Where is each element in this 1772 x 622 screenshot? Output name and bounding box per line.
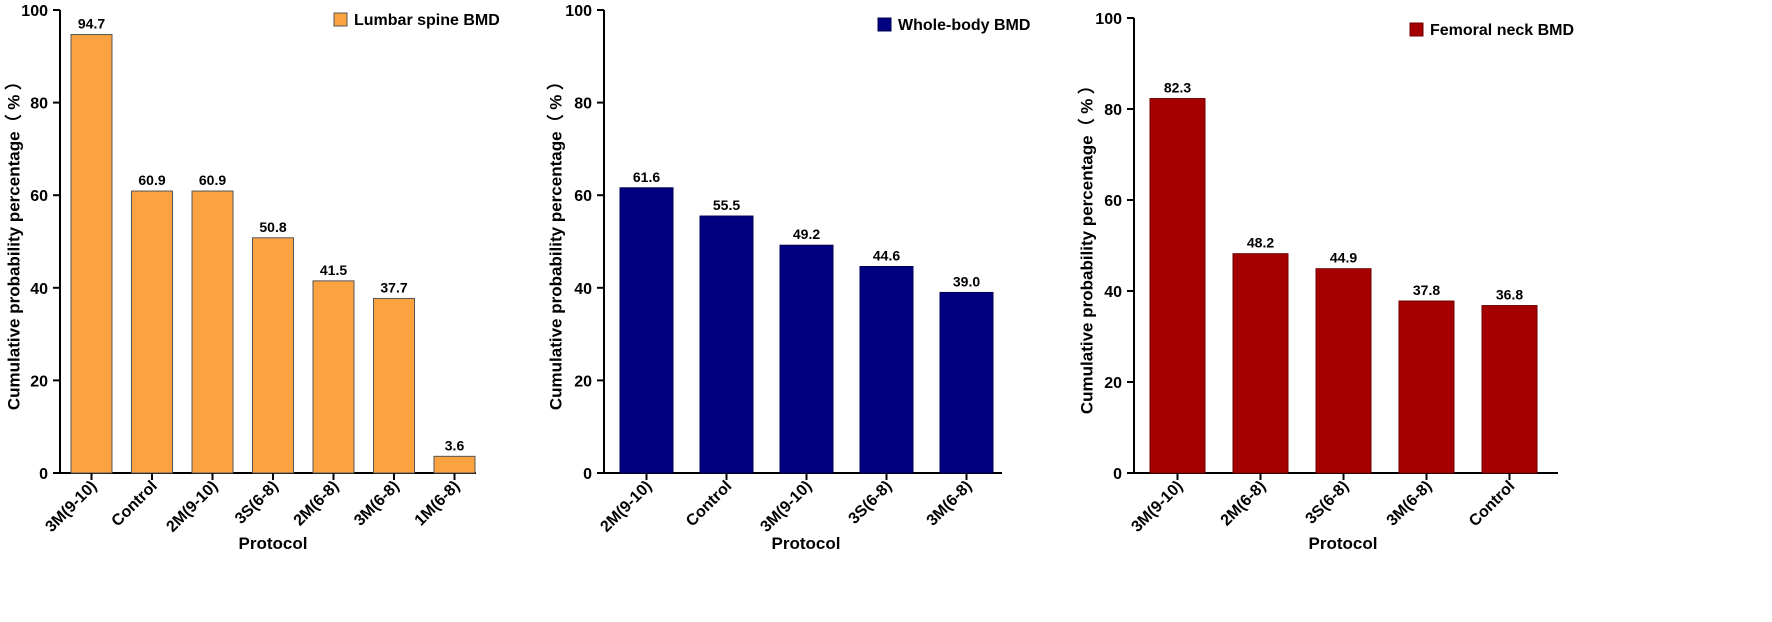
y-tick-label: 40 — [574, 281, 592, 298]
legend-swatch — [333, 12, 348, 27]
data-label: 44.6 — [873, 248, 900, 264]
y-tick-label: 100 — [1095, 11, 1122, 28]
y-tick-label: 20 — [30, 373, 48, 390]
y-tick-label: 80 — [1104, 102, 1122, 119]
data-label: 41.5 — [320, 262, 347, 278]
y-axis-title: Cumulative probability percentage（ % ） — [1077, 77, 1097, 414]
bar — [859, 266, 914, 474]
data-label: 82.3 — [1164, 80, 1191, 96]
y-tick-label: 60 — [574, 188, 592, 205]
legend: Lumbar spine BMD — [333, 12, 500, 29]
bar — [939, 291, 994, 474]
x-tick-label: Control — [683, 478, 735, 530]
data-label: 49.2 — [793, 226, 820, 242]
x-axis-title: Protocol — [1309, 534, 1378, 553]
y-axis-title: Cumulative probability percentage（ % ） — [546, 73, 566, 410]
bar — [373, 297, 415, 474]
data-label: 60.9 — [138, 172, 165, 188]
x-tick-label: Control — [109, 478, 161, 530]
y-tick-label: 100 — [565, 3, 592, 20]
bar — [312, 280, 355, 474]
data-label: 3.6 — [445, 437, 465, 453]
legend-label: Whole-body BMD — [898, 17, 1030, 34]
x-axis-title: Protocol — [772, 534, 841, 553]
y-tick-label: 60 — [1104, 193, 1122, 210]
data-label: 50.8 — [259, 219, 286, 235]
bar — [191, 190, 234, 474]
bar — [433, 455, 476, 474]
bar — [1149, 98, 1206, 474]
bar — [619, 187, 674, 474]
x-tick-label: 3S(6-8) — [232, 478, 282, 528]
x-tick-label: 3M(6-8) — [924, 478, 976, 530]
y-tick-label: 20 — [574, 373, 592, 390]
y-tick-label: 80 — [30, 96, 48, 113]
x-tick-label: Control — [1466, 478, 1518, 530]
bar — [70, 34, 113, 474]
data-label: 61.6 — [633, 169, 660, 185]
bar — [779, 244, 834, 474]
x-tick-label: 3S(6-8) — [846, 478, 896, 528]
x-tick-label: 2M(6-8) — [291, 478, 343, 530]
y-tick-label: 0 — [1113, 466, 1122, 483]
data-label: 60.9 — [199, 172, 226, 188]
x-tick-label: 2M(6-8) — [1218, 478, 1270, 530]
chart-panel-2: 0 20 40 60 80 100 61.6 2M(9-10) 55.5 Control 49.2 3… — [546, 3, 1031, 553]
x-tick-label: 3M(9-10) — [757, 478, 815, 536]
bar — [131, 190, 173, 474]
bar — [252, 237, 294, 474]
data-label: 55.5 — [713, 197, 740, 213]
data-label: 36.8 — [1496, 287, 1523, 303]
bar — [1232, 253, 1289, 474]
x-tick-label: 1M(6-8) — [412, 478, 464, 530]
y-tick-label: 20 — [1104, 375, 1122, 392]
data-label: 94.7 — [78, 16, 105, 32]
y-tick-label: 0 — [583, 466, 592, 483]
legend: Whole-body BMD — [877, 17, 1030, 34]
chart-panel-1: 0 20 40 60 80 100 94.7 3M(9-10) 60.9 Control 60.9 2… — [4, 3, 500, 553]
y-tick-label: 100 — [21, 3, 48, 20]
y-tick-label: 60 — [30, 188, 48, 205]
data-label: 37.8 — [1413, 282, 1440, 298]
bar — [1481, 305, 1538, 474]
y-tick-label: 40 — [1104, 284, 1122, 301]
legend-label: Femoral neck BMD — [1430, 22, 1574, 39]
chart-panel-3: 0 20 40 60 80 100 82.3 3M(9-10) 48.2 2M(6-8) 44.9 3… — [1077, 11, 1575, 553]
data-label: 48.2 — [1247, 235, 1274, 251]
bar — [1315, 268, 1372, 474]
y-axis-title: Cumulative probability percentage（ % ） — [4, 73, 24, 410]
x-tick-label: 3M(9-10) — [1128, 478, 1186, 536]
x-tick-label: 2M(9-10) — [163, 478, 221, 536]
legend-swatch — [877, 17, 892, 32]
data-label: 39.0 — [953, 273, 980, 289]
bar — [699, 215, 754, 474]
x-tick-label: 3S(6-8) — [1303, 478, 1353, 528]
x-axis-title: Protocol — [239, 534, 308, 553]
y-tick-label: 40 — [30, 281, 48, 298]
legend-swatch — [1409, 22, 1424, 37]
legend-label: Lumbar spine BMD — [354, 12, 500, 29]
legend: Femoral neck BMD — [1409, 22, 1574, 39]
y-tick-label: 0 — [39, 466, 48, 483]
bar — [1398, 300, 1455, 474]
x-tick-label: 3M(9-10) — [42, 478, 100, 536]
y-tick-label: 80 — [574, 96, 592, 113]
data-label: 37.7 — [380, 279, 407, 295]
x-tick-label: 3M(6-8) — [351, 478, 403, 530]
data-label: 44.9 — [1330, 250, 1357, 266]
x-tick-label: 3M(6-8) — [1384, 478, 1436, 530]
x-tick-label: 2M(9-10) — [597, 478, 655, 536]
